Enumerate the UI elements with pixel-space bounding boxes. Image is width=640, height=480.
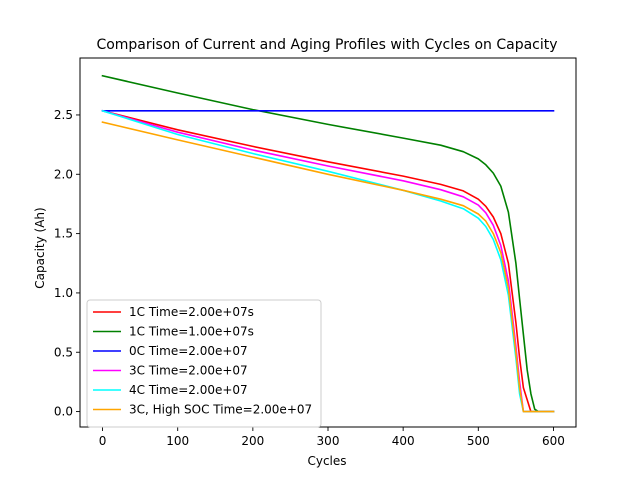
legend-box	[86, 299, 322, 428]
y-tick-label: 1.0	[54, 286, 73, 300]
y-tick-label: 1.5	[54, 227, 73, 241]
legend: 1C Time=2.00e+07s 1C Time=1.00e+07s 0C Tim…	[86, 299, 322, 428]
legend-label: 4C Time=2.00e+07	[129, 383, 248, 397]
x-tick-label: 600	[542, 434, 565, 448]
series-lines	[101, 74, 555, 413]
legend-label: 3C Time=2.00e+07	[129, 364, 248, 378]
series-line-0	[101, 109, 555, 413]
legend-label: 1C Time=2.00e+07s	[129, 305, 254, 319]
y-axis-label: Capacity (Ah)	[33, 207, 47, 288]
x-axis-label: Cycles	[307, 454, 346, 468]
x-tick-label: 400	[392, 434, 415, 448]
x-tick-label: 500	[467, 434, 490, 448]
y-tick-label: 2.0	[54, 167, 73, 181]
x-axis: 0 100 200 300 400 500 600	[99, 427, 565, 448]
x-tick-label: 100	[166, 434, 189, 448]
y-tick-label: 0.0	[54, 405, 73, 419]
x-tick-label: 300	[317, 434, 340, 448]
y-axis: 0.0 0.5 1.0 1.5 2.0 2.5	[54, 108, 80, 419]
legend-label: 0C Time=2.00e+07	[129, 344, 248, 358]
legend-label: 3C, High SOC Time=2.00e+07	[129, 403, 312, 417]
y-tick-label: 0.5	[54, 345, 73, 359]
x-tick-label: 0	[99, 434, 107, 448]
series-line-1	[101, 74, 555, 413]
chart-title: Comparison of Current and Aging Profiles…	[96, 37, 557, 53]
series-line-5	[101, 121, 555, 413]
legend-label: 1C Time=1.00e+07s	[129, 325, 254, 339]
y-tick-label: 2.5	[54, 108, 73, 122]
x-tick-label: 200	[241, 434, 264, 448]
